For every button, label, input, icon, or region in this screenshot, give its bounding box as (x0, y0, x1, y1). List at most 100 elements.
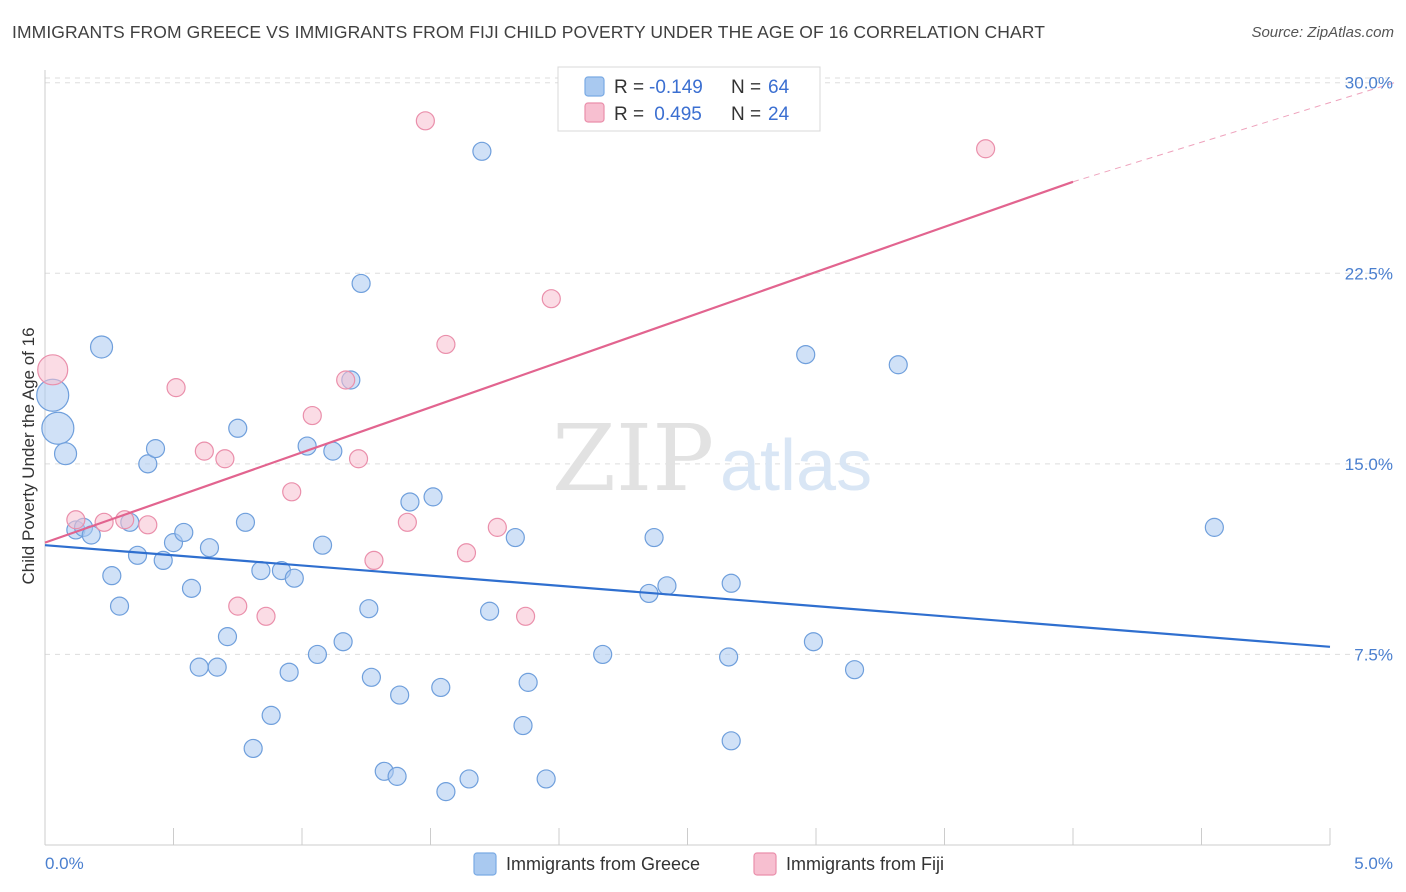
greece-point (235, 512, 256, 532)
y-axis-label: Child Poverty Under the Age of 16 (19, 327, 38, 584)
greece-point (312, 535, 333, 555)
greece-point (189, 657, 209, 677)
greece-point (145, 439, 166, 459)
fiji-point (348, 449, 369, 469)
greece-point (721, 573, 741, 593)
fiji-r-label: R = (614, 104, 644, 125)
greece-n-value: 64 (768, 77, 790, 98)
greece-point (844, 660, 865, 680)
greece-point (53, 442, 78, 466)
greece-point (138, 454, 158, 474)
watermark-atlas: atlas (720, 426, 872, 506)
greece-point (89, 335, 114, 359)
fiji-point (436, 334, 456, 355)
greece-point (307, 644, 328, 665)
y-tick-label: 15.0% (1345, 455, 1393, 474)
greece-point (333, 632, 353, 652)
fiji-point (336, 370, 356, 390)
y-tick-label: 30.0% (1345, 74, 1393, 93)
greece-point (505, 527, 525, 548)
stats-legend: R = -0.149 N = 64 R = 0.495 N = 24 (557, 66, 821, 132)
greece-point (436, 782, 456, 802)
fiji-point (302, 405, 322, 426)
gridlines (45, 77, 1392, 655)
greece-point (593, 644, 613, 665)
fiji-point (138, 515, 158, 535)
fiji-legend-swatch (584, 102, 605, 123)
greece-point (174, 522, 194, 543)
greece-point (251, 560, 271, 581)
greece-point (400, 492, 420, 512)
greece-point (279, 662, 299, 682)
fiji-point (415, 111, 435, 131)
greece-series-label: Immigrants from Greece (506, 854, 700, 874)
greece-point (109, 596, 130, 616)
fiji-point (256, 606, 276, 626)
data-points (36, 111, 1224, 802)
greece-point (719, 647, 739, 667)
fiji-trend-line (44, 180, 1074, 544)
greece-point (351, 273, 371, 294)
greece-r-value: -0.149 (649, 77, 703, 98)
greece-point (480, 601, 500, 621)
x-axis-ticks (173, 828, 1331, 845)
source-credit: Source: ZipAtlas.com (1251, 24, 1394, 41)
x-tick-label-min: 0.0% (45, 854, 84, 873)
greece-series-swatch (473, 852, 497, 876)
greece-point (390, 685, 410, 705)
greece-r-label: R = (614, 77, 644, 98)
fiji-n-label: N = (731, 104, 761, 125)
greece-point (1204, 517, 1224, 537)
greece-point (657, 576, 677, 596)
fiji-point (37, 354, 69, 386)
fiji-point (487, 517, 507, 537)
fiji-point (364, 550, 384, 571)
y-tick-label: 22.5% (1345, 264, 1393, 283)
greece-point (127, 545, 148, 565)
fiji-trend-extension (1072, 82, 1395, 183)
series-legend: Immigrants from Greece Immigrants from F… (473, 852, 944, 876)
greece-point (41, 411, 75, 445)
greece-point (359, 599, 379, 619)
y-axis-tick-labels: 7.5% 15.0% 22.5% 30.0% (1345, 74, 1393, 665)
fiji-point (456, 543, 477, 563)
chart-title: IMMIGRANTS FROM GREECE VS IMMIGRANTS FRO… (12, 22, 1046, 42)
greece-point (207, 657, 227, 677)
fiji-n-value: 24 (768, 104, 790, 125)
greece-point (513, 715, 533, 736)
greece-point (199, 538, 220, 558)
fiji-point (228, 596, 248, 616)
fiji-point (282, 482, 302, 502)
greece-point (803, 632, 824, 652)
fiji-point (976, 139, 996, 159)
x-tick-label-max: 5.0% (1354, 854, 1393, 873)
greece-point (423, 487, 443, 507)
greece-point (387, 766, 407, 786)
greece-point (284, 568, 304, 588)
greece-point (297, 436, 317, 456)
fiji-point (215, 449, 235, 469)
greece-point (217, 627, 238, 647)
greece-point (181, 578, 202, 598)
fiji-point (194, 441, 214, 461)
fiji-series-swatch (753, 852, 777, 876)
greece-point (261, 705, 281, 726)
trend-lines (44, 82, 1395, 648)
greece-trend-line (44, 544, 1331, 648)
y-tick-label: 7.5% (1354, 645, 1393, 664)
fiji-point (397, 512, 417, 532)
fiji-point (166, 378, 186, 398)
greece-point (102, 566, 122, 586)
watermark: ZIP atlas (552, 405, 872, 512)
fiji-point (541, 289, 561, 309)
fiji-point (66, 510, 86, 530)
greece-point (644, 527, 664, 548)
greece-point (721, 731, 741, 751)
greece-point (518, 672, 538, 692)
greece-point (361, 667, 381, 687)
greece-n-label: N = (731, 77, 761, 98)
fiji-r-value: 0.495 (649, 104, 702, 125)
fiji-series-label: Immigrants from Fiji (786, 854, 944, 874)
greece-point (536, 769, 556, 789)
